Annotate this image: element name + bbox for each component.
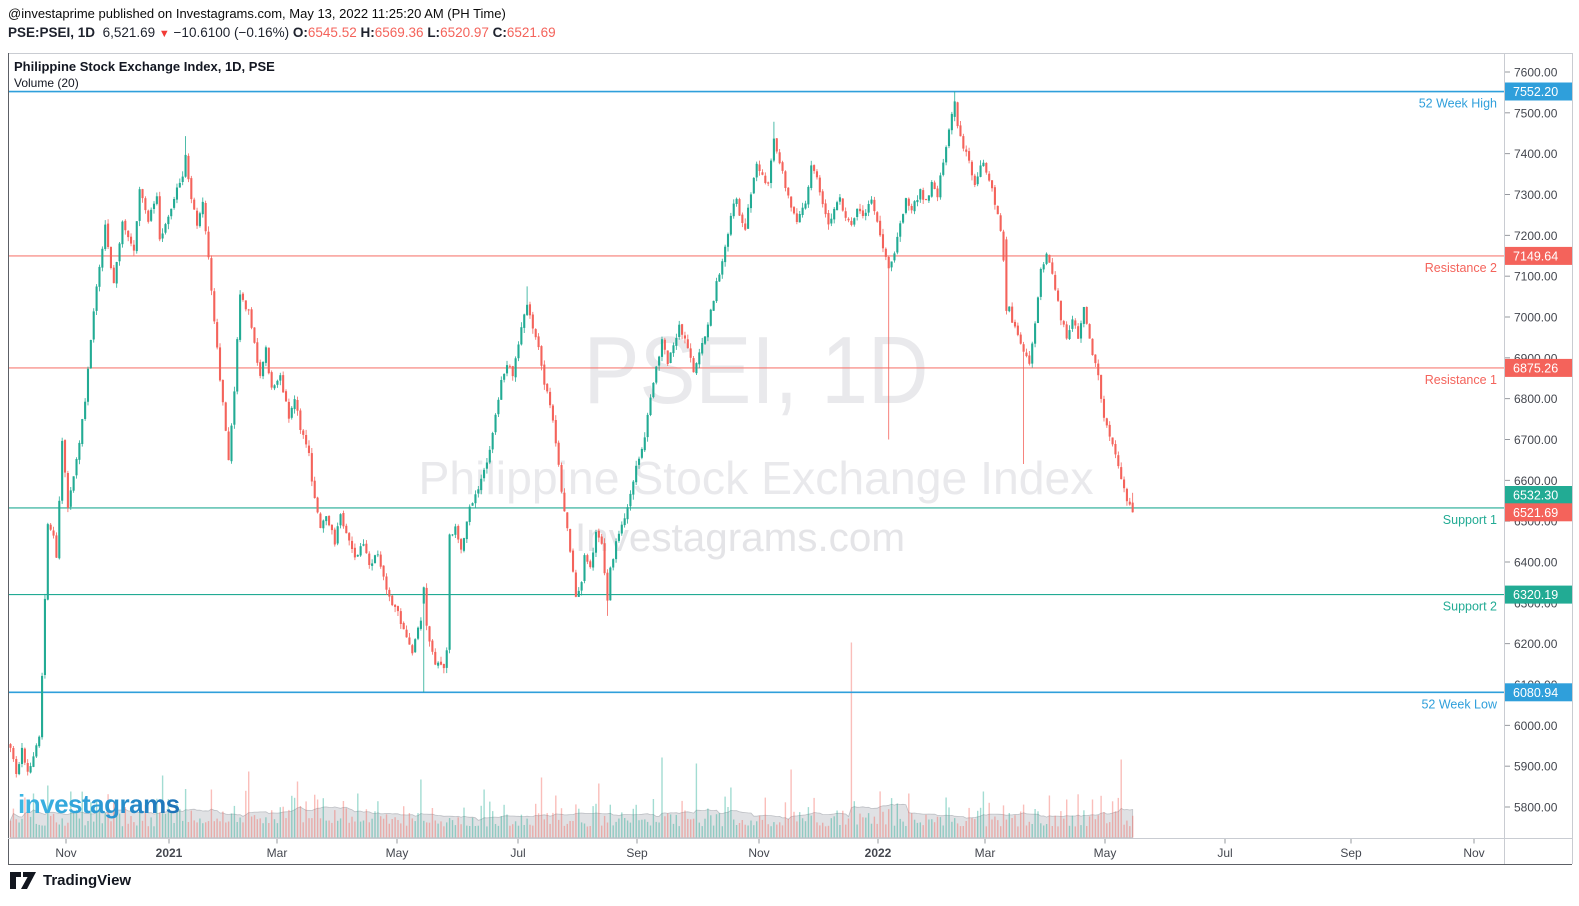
svg-text:6700.00: 6700.00 bbox=[1514, 433, 1558, 447]
candles bbox=[9, 91, 1134, 778]
level-label-support-2: Support 2 bbox=[1443, 600, 1497, 614]
svg-text:5900.00: 5900.00 bbox=[1514, 760, 1558, 774]
level-label-resistance-2: Resistance 2 bbox=[1425, 261, 1497, 275]
high-label: H: bbox=[360, 25, 375, 40]
svg-text:7552.20: 7552.20 bbox=[1513, 85, 1558, 99]
svg-text:Mar: Mar bbox=[975, 846, 996, 860]
price-axis[interactable]: 7600.00 7500.00 7400.00 7300.00 7200.00 7100.… bbox=[1505, 66, 1558, 815]
svg-text:7000.00: 7000.00 bbox=[1514, 311, 1558, 325]
open-value: 6545.52 bbox=[307, 25, 357, 40]
svg-text:Nov: Nov bbox=[1463, 846, 1484, 860]
level-label-support-1: Support 1 bbox=[1443, 513, 1497, 527]
svg-text:6875.26: 6875.26 bbox=[1513, 361, 1558, 375]
svg-text:6400.00: 6400.00 bbox=[1514, 556, 1558, 570]
svg-text:6521.69: 6521.69 bbox=[1513, 506, 1558, 520]
svg-text:7400.00: 7400.00 bbox=[1514, 147, 1558, 161]
badge-support-1 bbox=[1505, 486, 1572, 504]
tradingview-label: TradingView bbox=[43, 872, 132, 889]
svg-text:7500.00: 7500.00 bbox=[1514, 106, 1558, 120]
volume-bars bbox=[9, 642, 1134, 838]
svg-text:6080.94: 6080.94 bbox=[1513, 686, 1558, 700]
level-label-resistance-1: Resistance 1 bbox=[1425, 373, 1497, 387]
svg-text:May: May bbox=[386, 846, 409, 860]
svg-text:Mar: Mar bbox=[267, 846, 288, 860]
svg-text:Nov: Nov bbox=[55, 846, 76, 860]
tradingview-icon bbox=[10, 872, 36, 889]
svg-text:Jul: Jul bbox=[510, 846, 525, 860]
badge-support-2 bbox=[1505, 585, 1572, 604]
close-label: C: bbox=[492, 25, 507, 40]
svg-text:2022: 2022 bbox=[865, 846, 892, 860]
svg-text:6200.00: 6200.00 bbox=[1514, 637, 1558, 651]
volume-ma-area bbox=[10, 803, 1134, 838]
svg-text:6000.00: 6000.00 bbox=[1514, 719, 1558, 733]
svg-text:7149.64: 7149.64 bbox=[1513, 249, 1558, 263]
svg-text:Philippine Stock Exchange Inde: Philippine Stock Exchange Index bbox=[419, 452, 1094, 504]
svg-text:6532.30: 6532.30 bbox=[1513, 489, 1558, 503]
level-label-52-week-high: 52 Week High bbox=[1419, 97, 1497, 111]
last-price: 6,521.69 bbox=[102, 25, 156, 40]
quote-line: PSE:PSEI, 1D 6,521.69 ▼ −10.6100 (−0.16%… bbox=[8, 25, 556, 40]
tradingview-logo[interactable]: TradingView bbox=[10, 872, 131, 889]
price-badges: 7552.20 7149.64 6875.26 6532.30 6320.19 6080.… bbox=[1505, 82, 1572, 702]
open-label: O: bbox=[292, 25, 308, 40]
svg-text:6800.00: 6800.00 bbox=[1514, 392, 1558, 406]
level-label-52-week-low: 52 Week Low bbox=[1421, 697, 1497, 711]
watermarks: PSEI, 1D Philippine Stock Exchange Index I… bbox=[419, 317, 1094, 560]
chart-frame bbox=[8, 53, 1573, 865]
svg-text:Jul: Jul bbox=[1217, 846, 1232, 860]
svg-text:7200.00: 7200.00 bbox=[1514, 229, 1558, 243]
svg-text:6600.00: 6600.00 bbox=[1514, 474, 1558, 488]
close-value: 6521.69 bbox=[506, 25, 556, 40]
symbol-timeframe: PSE:PSEI, 1D bbox=[8, 25, 96, 40]
svg-text:2021: 2021 bbox=[156, 846, 183, 860]
down-arrow-icon: ▼ bbox=[158, 28, 170, 40]
svg-text:6320.19: 6320.19 bbox=[1513, 588, 1558, 602]
spacer bbox=[95, 25, 103, 40]
svg-text:7300.00: 7300.00 bbox=[1514, 188, 1558, 202]
svg-text:7100.00: 7100.00 bbox=[1514, 270, 1558, 284]
price-change: −10.6100 (−0.16%) bbox=[173, 25, 290, 40]
low-value: 6520.97 bbox=[440, 25, 489, 40]
investagrams-logo: investagrams bbox=[18, 789, 180, 819]
badge-resistance-2 bbox=[1505, 246, 1572, 265]
svg-text:Investagrams.com: Investagrams.com bbox=[575, 516, 905, 560]
svg-text:PSEI, 1D: PSEI, 1D bbox=[584, 317, 929, 424]
time-axis[interactable]: Nov 2021 Mar May Jul Sep Nov 2022 Mar May Jul Sep No… bbox=[55, 839, 1485, 860]
legend-volume-indicator[interactable]: Volume (20) bbox=[14, 76, 79, 90]
chart-legend: Philippine Stock Exchange Index, 1D, PSE… bbox=[14, 58, 275, 92]
badge-52-week-low bbox=[1505, 683, 1572, 702]
publish-caption: @investaprime published on Investagrams.… bbox=[8, 6, 506, 21]
badge-last-price bbox=[1505, 503, 1572, 522]
badge-52-week-high bbox=[1505, 82, 1572, 101]
svg-text:Sep: Sep bbox=[626, 846, 648, 860]
high-value: 6569.36 bbox=[374, 25, 424, 40]
level-lines: 52 Week High Resistance 2 Resistance 1 Supp… bbox=[8, 90, 1504, 711]
low-label: L: bbox=[427, 25, 441, 40]
svg-text:Nov: Nov bbox=[748, 846, 769, 860]
svg-text:Sep: Sep bbox=[1340, 846, 1362, 860]
legend-symbol-title[interactable]: Philippine Stock Exchange Index, 1D, PSE bbox=[14, 59, 275, 74]
svg-text:7600.00: 7600.00 bbox=[1514, 66, 1558, 80]
badge-resistance-1 bbox=[1505, 358, 1572, 377]
svg-text:May: May bbox=[1094, 846, 1117, 860]
svg-text:5800.00: 5800.00 bbox=[1514, 801, 1558, 815]
